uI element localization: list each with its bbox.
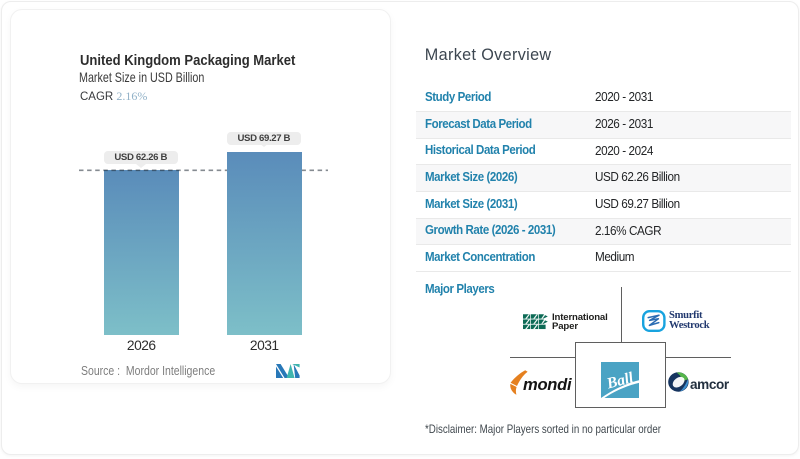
svg-text:Ball: Ball [604, 369, 636, 393]
